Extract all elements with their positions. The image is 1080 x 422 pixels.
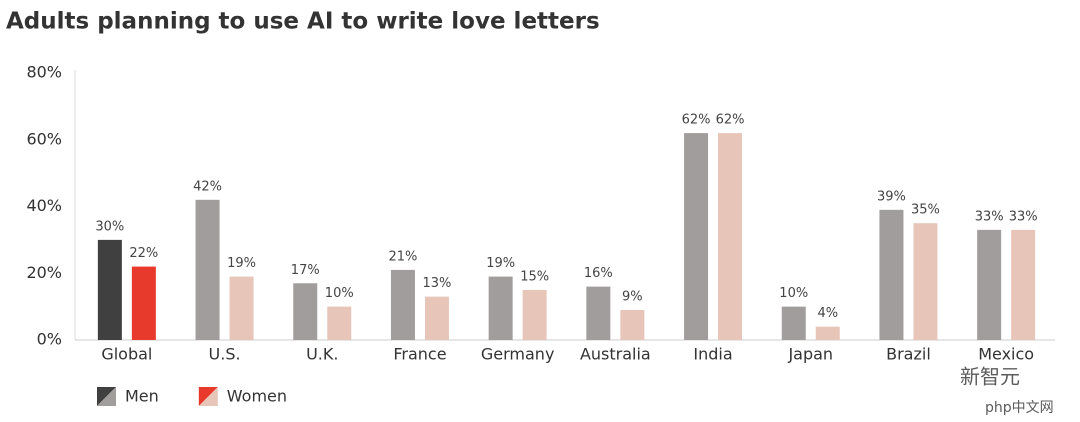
x-tick-label: U.K. xyxy=(306,345,338,364)
x-tick-label: Japan xyxy=(787,345,833,364)
bar xyxy=(586,286,611,340)
legend-label: Men xyxy=(125,387,159,406)
y-tick-label: 60% xyxy=(26,129,62,148)
value-label: 15% xyxy=(520,269,549,284)
bar xyxy=(488,276,513,340)
value-label: 16% xyxy=(584,266,613,281)
x-tick-label: Germany xyxy=(481,345,555,364)
bar xyxy=(879,209,904,340)
bar xyxy=(684,133,709,340)
value-label: 22% xyxy=(129,246,158,261)
x-tick-label: Australia xyxy=(580,345,651,364)
y-tick-label: 40% xyxy=(26,196,62,215)
bar xyxy=(293,283,318,340)
x-tick-label: Global xyxy=(101,345,152,364)
value-label: 10% xyxy=(325,286,354,301)
chart-title: Adults planning to use AI to write love … xyxy=(6,9,600,35)
bar xyxy=(131,266,156,340)
value-label: 35% xyxy=(911,203,940,218)
value-label: 4% xyxy=(817,306,838,321)
bar xyxy=(620,309,645,340)
bar xyxy=(390,269,415,340)
x-tick-label: France xyxy=(393,345,446,364)
value-label: 13% xyxy=(422,276,451,291)
bar xyxy=(424,296,449,340)
bar xyxy=(229,276,254,340)
bar xyxy=(781,306,806,340)
watermark: php中文网 xyxy=(985,400,1054,416)
bar xyxy=(97,239,122,340)
value-label: 33% xyxy=(975,209,1004,224)
value-label: 62% xyxy=(682,113,711,128)
bar xyxy=(718,133,743,340)
value-label: 30% xyxy=(95,219,124,234)
bar xyxy=(522,289,547,340)
value-label: 42% xyxy=(193,179,222,194)
value-label: 17% xyxy=(291,263,320,278)
x-tick-label: Mexico xyxy=(978,345,1034,364)
value-label: 10% xyxy=(779,286,808,301)
value-label: 19% xyxy=(227,256,256,271)
watermark: 新智元 xyxy=(960,365,1020,389)
value-label: 21% xyxy=(388,249,417,264)
legend-label: Women xyxy=(227,387,287,406)
y-tick-label: 80% xyxy=(26,63,62,82)
bar xyxy=(913,223,938,340)
y-tick-label: 0% xyxy=(37,330,62,349)
bar xyxy=(815,326,840,340)
bar xyxy=(1011,229,1036,340)
legend-swatch xyxy=(198,387,218,406)
bar xyxy=(195,199,220,340)
x-tick-label: U.S. xyxy=(209,345,241,364)
value-label: 39% xyxy=(877,189,906,204)
y-tick-label: 20% xyxy=(26,263,62,282)
value-label: 9% xyxy=(622,289,643,304)
bar xyxy=(977,229,1002,340)
value-label: 19% xyxy=(486,256,515,271)
x-tick-label: Brazil xyxy=(886,345,931,364)
value-label: 62% xyxy=(716,113,745,128)
value-label: 33% xyxy=(1009,209,1038,224)
bar xyxy=(327,306,352,340)
legend-swatch xyxy=(97,387,116,406)
x-tick-label: India xyxy=(693,345,732,364)
